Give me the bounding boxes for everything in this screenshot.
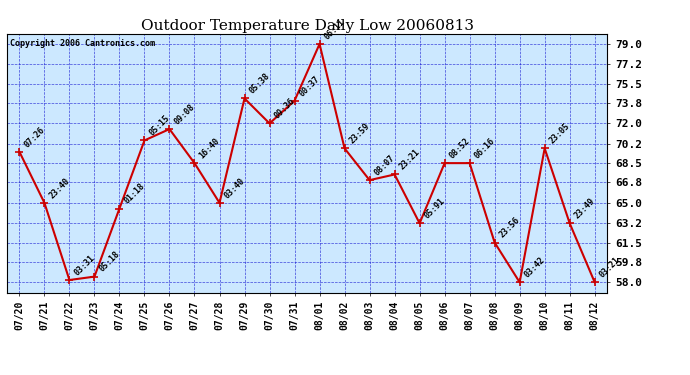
Text: 23:59: 23:59 [347,122,371,146]
Text: 23:49: 23:49 [573,196,596,220]
Point [264,120,275,126]
Text: 05:91: 05:91 [422,196,446,220]
Point [589,279,600,285]
Point [139,137,150,143]
Point [364,177,375,183]
Point [289,98,300,104]
Point [339,146,350,152]
Text: 06:11: 06:11 [322,17,346,41]
Point [464,160,475,166]
Point [489,240,500,246]
Text: 23:21: 23:21 [397,148,422,172]
Point [164,126,175,132]
Text: 06:16: 06:16 [473,136,496,160]
Point [14,149,25,155]
Text: 03:21: 03:21 [598,255,622,279]
Point [89,274,100,280]
Point [189,160,200,166]
Text: 03:40: 03:40 [222,176,246,200]
Point [239,96,250,102]
Text: 09:36: 09:36 [273,97,296,121]
Text: 03:31: 03:31 [72,253,96,277]
Text: 23:05: 23:05 [547,122,571,146]
Text: 23:56: 23:56 [497,216,522,240]
Point [514,279,525,285]
Text: 16:40: 16:40 [197,136,221,160]
Point [539,146,550,152]
Point [564,220,575,226]
Text: 23:40: 23:40 [47,176,71,200]
Point [414,220,425,226]
Text: 01:18: 01:18 [122,182,146,206]
Point [389,171,400,177]
Point [439,160,450,166]
Text: 03:42: 03:42 [522,255,546,279]
Text: 08:07: 08:07 [373,153,396,177]
Text: 05:18: 05:18 [97,250,121,274]
Point [314,41,325,47]
Text: 05:38: 05:38 [247,72,271,96]
Text: 00:37: 00:37 [297,74,322,98]
Point [39,200,50,206]
Point [114,206,125,212]
Title: Outdoor Temperature Daily Low 20060813: Outdoor Temperature Daily Low 20060813 [141,19,473,33]
Text: 09:08: 09:08 [172,102,196,126]
Point [64,277,75,283]
Point [214,200,225,206]
Text: 05:15: 05:15 [147,114,171,138]
Text: Copyright 2006 Cantronics.com: Copyright 2006 Cantronics.com [10,39,155,48]
Text: 08:52: 08:52 [447,136,471,160]
Text: 07:26: 07:26 [22,125,46,149]
